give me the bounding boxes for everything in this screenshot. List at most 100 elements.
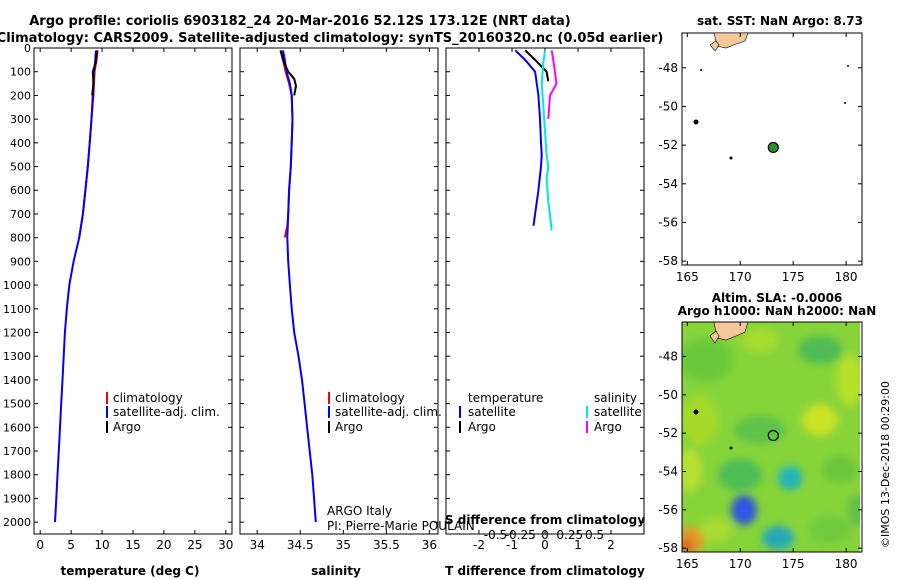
x-tick-label: -2 (473, 538, 485, 552)
salinity-axis-label: salinity (311, 564, 361, 578)
sst-map-island (709, 40, 720, 52)
temperature-axis-label: temperature (deg C) (61, 564, 200, 578)
y-tick-label: 300 (10, 113, 31, 126)
y-tick-label: 400 (10, 137, 31, 150)
x-tick-label: 15 (125, 538, 140, 552)
y-tick-label: 700 (10, 208, 31, 221)
sst-map-islet (729, 156, 733, 160)
temperature-plot: 0100200300400500600700800900100011001200… (3, 42, 233, 552)
y-tick-label: 1400 (3, 374, 31, 387)
map-y-tick-label: -56 (658, 503, 678, 517)
y-tick-label: 1700 (3, 445, 31, 458)
y-tick-label: 900 (10, 255, 31, 268)
y-tick-label: 1500 (3, 398, 31, 411)
map-y-tick-label: -52 (658, 426, 678, 440)
map-x-tick-label: 170 (729, 557, 752, 571)
sla-map-heatmap (682, 322, 862, 552)
sst-map-islet (693, 119, 699, 125)
legend-diff-salinity-header: salinity (594, 391, 637, 405)
argo-location-marker (767, 141, 779, 154)
y-tick-label: 1800 (3, 469, 31, 482)
map-y-tick-label: -48 (658, 350, 678, 364)
y-tick-label: 1100 (3, 303, 31, 316)
figure-title-line1: Argo profile: coriolis 6903182_24 20-Mar… (29, 14, 571, 29)
series-line-satellite-adj-clim- (54, 50, 97, 523)
y-tick-label: 500 (10, 161, 31, 174)
y-tick-label: 1300 (3, 350, 31, 363)
map-y-tick-label: -58 (658, 541, 678, 555)
y-tick-label: 2000 (3, 516, 31, 529)
sla-map-title: Altim. SLA: -0.0006 (712, 291, 843, 305)
map-x-tick-label: 175 (782, 270, 805, 284)
series-line-climatology (78, 50, 99, 238)
series-line-argo (279, 50, 297, 96)
y-tick-label: 600 (10, 184, 31, 197)
sst-map-islet (700, 69, 702, 71)
sst-map-title: sat. SST: NaN Argo: 8.73 (697, 14, 863, 28)
x-tick-label: 35 (336, 538, 351, 552)
series-line-s-satellite (540, 50, 553, 231)
legend-temp-satellite-label: satellite-adj. clim. (113, 405, 220, 419)
legend-temp-argo-label: Argo (113, 420, 141, 434)
x2-tick-label: -0.25 (505, 528, 536, 542)
series-line-satellite-adj-clim- (282, 50, 317, 523)
s-difference-axis-label: S difference from climatology (445, 513, 645, 527)
t-difference-axis-label: T difference from climatology (445, 564, 645, 578)
credit-line2: PI: Pierre-Marie POULAIN (327, 519, 475, 533)
map-y-tick-label: -54 (658, 465, 678, 479)
y-tick-label: 1000 (3, 279, 31, 292)
legend-sal-climatology-label: climatology (335, 391, 405, 405)
argo-location-marker (767, 429, 779, 442)
series-line-s-argo (547, 50, 558, 120)
series-line-t-argo (524, 49, 550, 82)
x-tick-label: 34.5 (287, 538, 314, 552)
x-tick-label: 36 (422, 538, 437, 552)
series-line-argo (91, 50, 99, 96)
sla-map-axes: 165 170 175 180 -48 -50 -52 -54 -56 -58 (658, 322, 862, 571)
map-y-tick-label: -52 (658, 138, 678, 152)
map-y-tick-label: -48 (658, 61, 678, 75)
map-x-tick-label: 180 (835, 557, 858, 571)
x2-tick-label: 0 (541, 528, 549, 542)
x2-tick-label: 0.25 (556, 528, 583, 542)
x-tick-label: 0 (541, 538, 549, 552)
x-tick-label: 1 (574, 538, 582, 552)
x-tick-label: 35.5 (373, 538, 400, 552)
legend-diff-temperature-header: temperature (468, 391, 543, 405)
legend-diff-s-satellite-label: satellite (594, 405, 642, 419)
imos-stamp: ©IMOS 13-Dec-2018 00:29:00 (879, 381, 892, 548)
legend-diff-t-argo-label: Argo (468, 420, 496, 434)
x-tick-label: 10 (94, 538, 109, 552)
legend-diff-t-satellite-label: satellite (468, 405, 516, 419)
map-y-tick-label: -54 (658, 177, 678, 191)
y-tick-label: 200 (10, 89, 31, 102)
sst-map-axes: 165 170 175 180 -48 -50 -52 -54 -56 -58 (658, 33, 862, 284)
map-y-tick-label: -58 (658, 254, 678, 268)
x2-tick-label: 0.5 (585, 528, 604, 542)
x-tick-label: 20 (156, 538, 171, 552)
series-line-t-satellite (514, 49, 543, 226)
difference-plot: -2 -1 0 1 2 -0.5-0.25 0 0.25 0.5 (446, 47, 644, 552)
x-tick-label: 34 (250, 538, 265, 552)
y-tick-label: 100 (10, 66, 31, 79)
x-tick-label: 5 (67, 538, 75, 552)
map-x-tick-label: 175 (782, 557, 805, 571)
map-y-tick-label: -50 (658, 388, 678, 402)
sla-map-frame (681, 321, 863, 553)
y-tick-label: 1600 (3, 421, 31, 434)
temperature-plot-frame (33, 47, 233, 535)
sst-map-islet (844, 102, 846, 104)
salinity-plot: 34 34.5 35 35.5 36 (240, 47, 438, 552)
y-tick-label: 0 (24, 42, 31, 55)
legend-diff-s-argo-label: Argo (594, 420, 622, 434)
map-x-tick-label: 165 (676, 557, 699, 571)
sla-map-subtitle: Argo h1000: NaN h2000: NaN (678, 304, 877, 318)
credit-line1: ARGO Italy (327, 504, 392, 518)
map-x-tick-label: 170 (729, 270, 752, 284)
x-tick-label: 2 (607, 538, 615, 552)
salinity-plot-frame (239, 47, 439, 535)
x-tick-label: 25 (187, 538, 202, 552)
y-tick-label: 1200 (3, 326, 31, 339)
legend-temp-climatology-label: climatology (113, 391, 183, 405)
